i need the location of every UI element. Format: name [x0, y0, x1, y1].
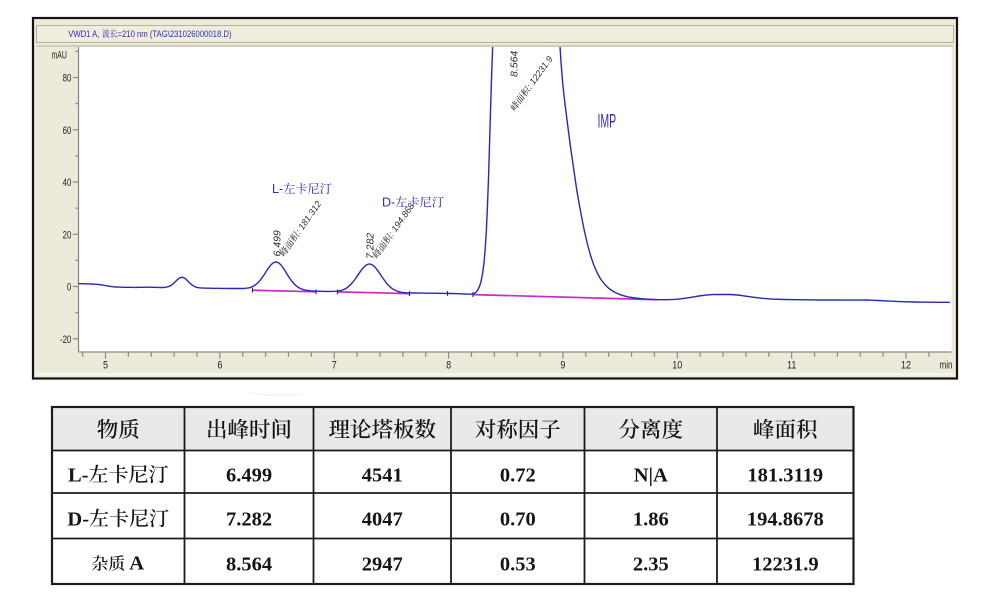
svg-text:VWD1 A,: VWD1 A,: [68, 28, 101, 39]
svg-text:0.53: 0.53: [500, 554, 536, 576]
svg-text:12: 12: [901, 360, 911, 372]
svg-text:D-: D-: [67, 509, 89, 531]
svg-text:L-: L-: [272, 182, 283, 196]
svg-text:40: 40: [63, 177, 72, 188]
svg-text:0: 0: [67, 282, 71, 293]
svg-text:=210 nm (TAG\231026000018.D): =210 nm (TAG\231026000018.D): [118, 28, 232, 39]
svg-text:8.564: 8.564: [509, 51, 521, 77]
svg-text:4541: 4541: [362, 465, 403, 487]
svg-text:5: 5: [103, 360, 108, 372]
svg-text:mAU: mAU: [52, 49, 67, 61]
svg-text:4047: 4047: [362, 509, 403, 531]
svg-text:7.282: 7.282: [365, 233, 377, 259]
svg-text:10: 10: [672, 360, 683, 372]
svg-text:9: 9: [560, 360, 565, 372]
svg-text:2.35: 2.35: [633, 554, 669, 576]
svg-text:1.86: 1.86: [633, 509, 669, 531]
svg-text:min: min: [939, 360, 952, 372]
svg-text:60: 60: [63, 125, 72, 136]
svg-text:0.70: 0.70: [500, 509, 536, 531]
svg-text:6: 6: [217, 360, 222, 372]
svg-text:6.499: 6.499: [272, 230, 284, 256]
svg-text:7.282: 7.282: [226, 509, 272, 531]
svg-text:20: 20: [63, 229, 72, 240]
svg-text:8.564: 8.564: [226, 554, 272, 576]
svg-text:11: 11: [787, 360, 796, 372]
svg-text:D-: D-: [382, 196, 395, 210]
svg-text:IMP: IMP: [598, 111, 617, 132]
svg-text:181.3119: 181.3119: [747, 465, 823, 487]
svg-text:6.499: 6.499: [226, 465, 272, 487]
svg-text:L-: L-: [68, 465, 89, 487]
svg-text:N|A: N|A: [634, 465, 668, 487]
svg-text:0.72: 0.72: [500, 465, 536, 487]
svg-text:12231.9: 12231.9: [752, 554, 819, 576]
svg-text:8: 8: [446, 360, 451, 372]
svg-text:80: 80: [63, 73, 72, 84]
svg-text:A: A: [125, 553, 144, 575]
svg-text:7: 7: [332, 360, 337, 372]
svg-text:194.8678: 194.8678: [747, 509, 824, 531]
svg-text:2947: 2947: [362, 554, 403, 576]
svg-text:-20: -20: [60, 334, 71, 345]
